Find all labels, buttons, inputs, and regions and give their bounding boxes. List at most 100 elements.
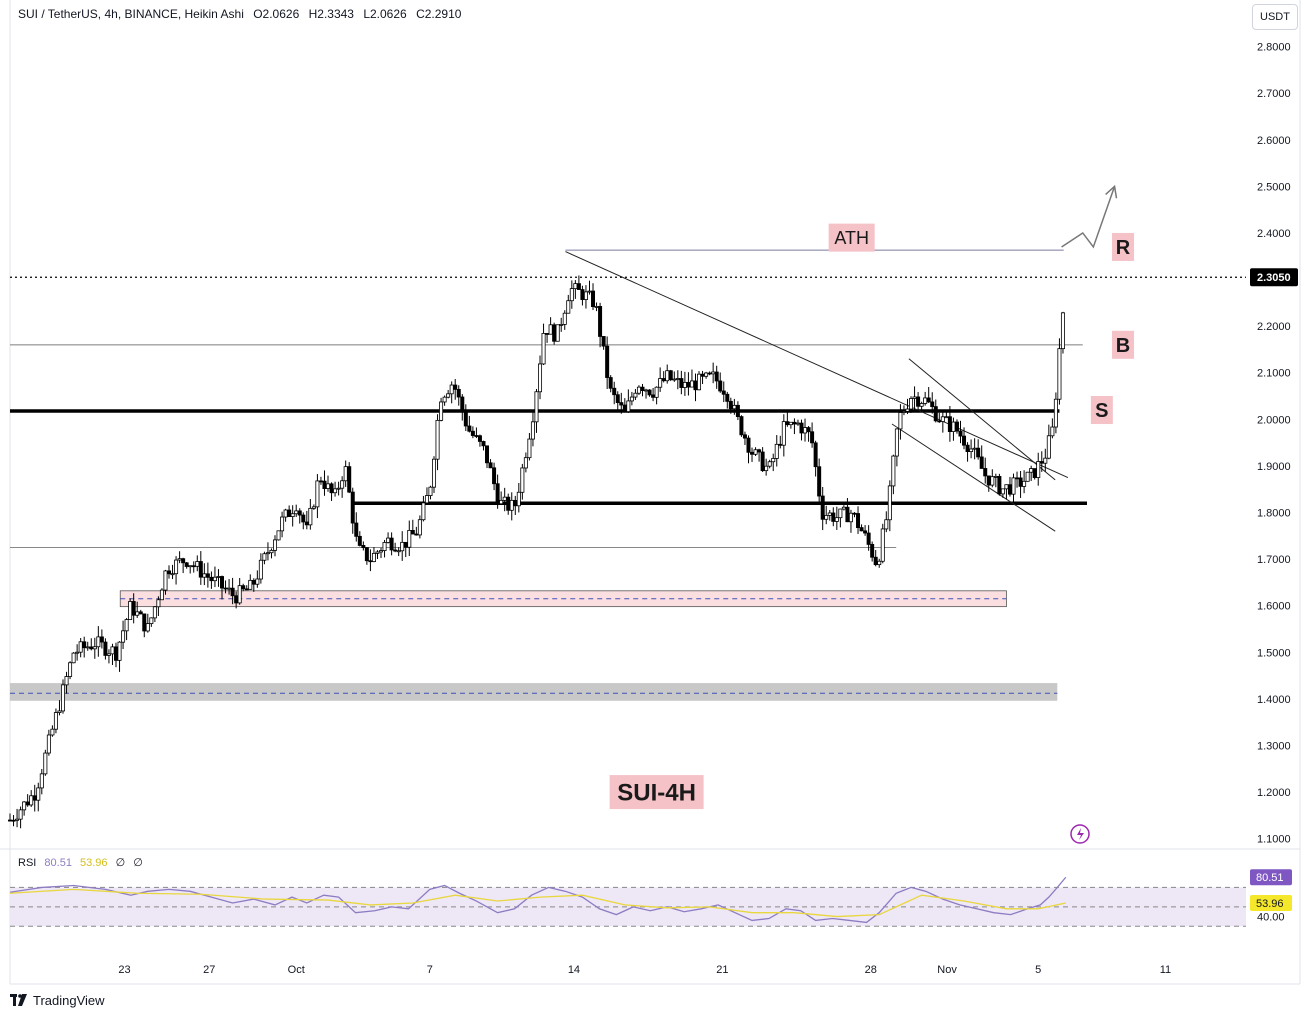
candle — [598, 302, 603, 348]
rsi-value: 80.51 — [44, 857, 72, 869]
candle-body — [428, 486, 433, 496]
candle-body — [972, 447, 977, 450]
candle — [371, 547, 376, 563]
candle — [174, 556, 179, 585]
candle — [654, 386, 659, 405]
candle — [523, 452, 528, 473]
y-axis: 1.1000 1.2000 1.3000 1.4000 1.5000 1.6000 1.70… — [1250, 42, 1298, 846]
candle-body — [159, 589, 164, 601]
candle-body — [506, 496, 511, 511]
y-tick-label: 1.6000 — [1257, 601, 1291, 613]
candle — [1036, 452, 1041, 486]
candle — [170, 564, 175, 580]
candle — [714, 365, 719, 389]
candle-body — [538, 363, 543, 393]
alert-icon-ring — [1070, 824, 1090, 844]
candle-body — [803, 427, 808, 434]
support-zone-gray-box — [10, 683, 1058, 701]
candle-body — [442, 396, 447, 403]
candle-body — [82, 641, 87, 649]
candle-body — [566, 300, 571, 314]
candle-body — [103, 641, 108, 656]
currency-button[interactable]: USDT — [1252, 4, 1298, 30]
candle — [979, 445, 984, 469]
y-tick-label: 1.7000 — [1257, 554, 1291, 566]
candle — [15, 808, 20, 828]
candle-body — [15, 818, 20, 821]
x-tick-label: Nov — [937, 964, 957, 976]
candle — [159, 588, 164, 601]
candle-body — [732, 404, 737, 410]
candle — [124, 618, 129, 641]
candle — [297, 508, 302, 524]
rsi-line — [9, 876, 1067, 924]
tradingview-brand[interactable]: TradingView — [10, 993, 105, 1008]
candle — [608, 375, 613, 393]
candle-body — [361, 545, 366, 549]
candle-body — [672, 378, 677, 381]
rsi-name[interactable]: RSI — [18, 857, 37, 869]
y-tick-label: 2.6000 — [1257, 135, 1291, 147]
candle — [46, 729, 51, 756]
candle-body — [117, 641, 122, 661]
candle — [354, 512, 359, 542]
symbol-title[interactable]: SUI / TetherUS, 4h, BINANCE, Heikin Ashi — [18, 7, 244, 21]
candle — [877, 558, 882, 568]
candle-body — [131, 601, 136, 616]
candle — [640, 383, 645, 397]
candle-body — [135, 611, 140, 616]
candle — [255, 570, 260, 588]
candle — [382, 539, 387, 558]
candle-body — [64, 676, 69, 686]
candle — [721, 381, 726, 403]
candle-body — [57, 710, 62, 713]
candle-body — [209, 576, 214, 582]
candle-body — [774, 443, 779, 459]
candle — [57, 700, 62, 716]
candle — [880, 523, 885, 564]
candle — [725, 391, 730, 409]
candle — [870, 541, 875, 562]
candle — [117, 641, 122, 672]
candle-body — [587, 290, 592, 293]
candle-body — [944, 416, 949, 419]
candle-body — [354, 522, 359, 537]
candle-body — [85, 646, 90, 649]
x-tick-label: 5 — [1035, 964, 1041, 976]
candle-body — [852, 512, 857, 515]
candle-body — [280, 516, 285, 532]
candle — [435, 414, 440, 471]
candle-body — [255, 578, 260, 585]
candle-body — [375, 551, 380, 554]
candle — [534, 388, 539, 433]
y-tick-label: 2.1000 — [1257, 368, 1291, 380]
candle — [718, 372, 723, 393]
candle-body — [739, 416, 744, 436]
candle — [329, 482, 334, 501]
y-tick-label: 1.5000 — [1257, 647, 1291, 659]
candle — [43, 749, 48, 776]
annotation-bg — [828, 223, 875, 252]
candle-body — [449, 384, 454, 395]
candle — [64, 671, 69, 694]
candle — [1043, 448, 1048, 472]
candle-body — [661, 378, 666, 382]
support-zone-pink — [119, 590, 1007, 608]
candle-body — [198, 561, 203, 578]
candle-body — [294, 510, 299, 515]
candle-body — [32, 795, 37, 801]
support-zone-gray — [10, 683, 1058, 701]
y-tick-label: 2.2000 — [1257, 321, 1291, 333]
candle-body — [735, 404, 740, 417]
candle — [212, 566, 217, 588]
candle-body — [841, 506, 846, 510]
rsi-extra-2: ∅ — [133, 857, 143, 869]
annotation-ath: ATH — [828, 223, 875, 252]
candle-body — [89, 646, 94, 650]
candle — [311, 504, 316, 510]
candle — [446, 389, 451, 399]
candle — [901, 405, 906, 416]
candle-body — [18, 809, 23, 820]
candle-body — [1060, 312, 1065, 350]
